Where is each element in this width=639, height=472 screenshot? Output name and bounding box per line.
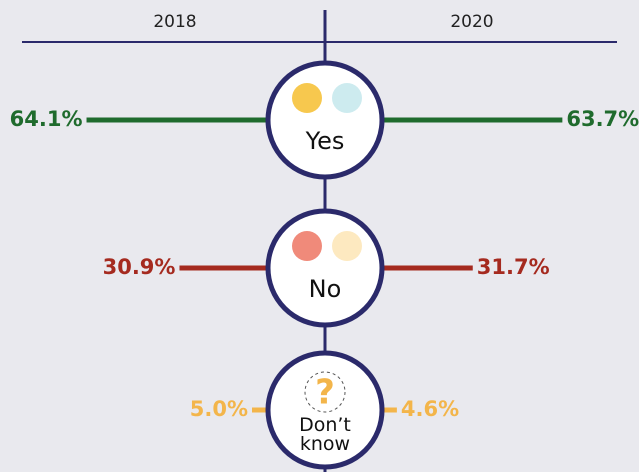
category-box: Don’t know bbox=[299, 416, 351, 455]
value-label: 30.9% bbox=[103, 255, 176, 279]
category-circle bbox=[265, 350, 385, 470]
value-label: 63.7% bbox=[566, 107, 639, 131]
face-icon bbox=[292, 83, 322, 113]
status-icon bbox=[332, 231, 362, 261]
category-label: Yes bbox=[305, 127, 345, 155]
value-label: 64.1% bbox=[10, 107, 83, 131]
series-label: 2018 bbox=[153, 12, 196, 32]
status-icon bbox=[332, 83, 362, 113]
series-label: 2020 bbox=[450, 12, 493, 32]
value-label: 5.0% bbox=[190, 397, 248, 421]
category-label: No bbox=[309, 275, 342, 303]
value-label: 4.6% bbox=[401, 397, 459, 421]
question-icon bbox=[304, 371, 346, 413]
value-label: 31.7% bbox=[477, 255, 550, 279]
category-circle bbox=[265, 60, 385, 180]
category-label: Don’t know bbox=[299, 416, 351, 455]
category-circle bbox=[265, 208, 385, 328]
question-mark: ? bbox=[315, 373, 335, 413]
face-icon bbox=[292, 231, 322, 261]
